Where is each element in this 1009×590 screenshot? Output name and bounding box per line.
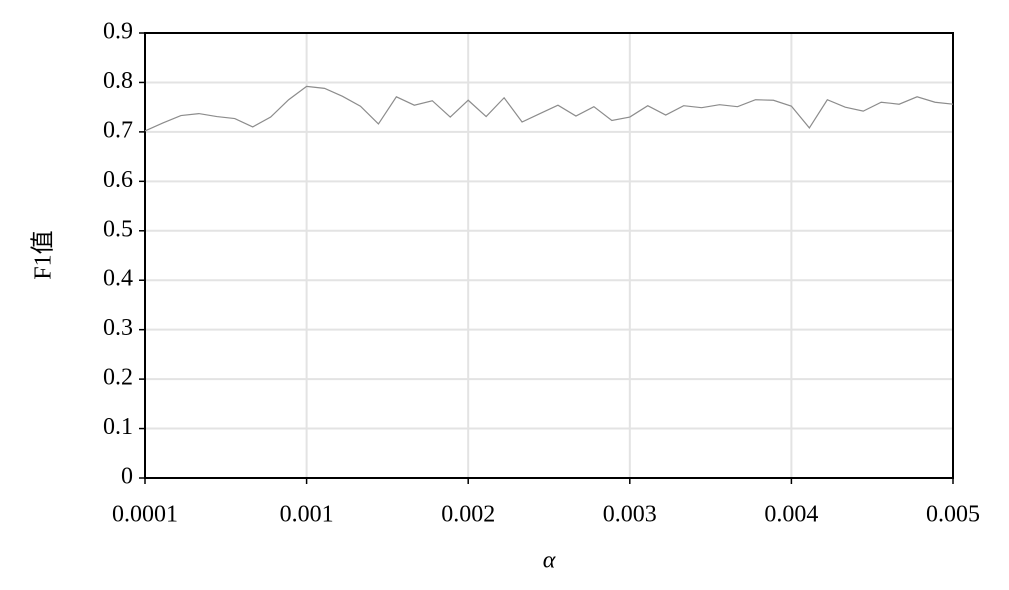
y-axis-label: F1值 [30,230,57,279]
x-tick-label: 0.0001 [112,502,178,528]
x-tick-label: 0.002 [441,502,495,528]
plot-frame [144,32,954,479]
y-tick-label: 0.2 [103,365,133,391]
x-axis-label: α [543,548,556,574]
y-tick-label: 0.8 [103,68,133,94]
x-tick-label: 0.001 [280,502,334,528]
x-tick-label: 0.005 [926,502,980,528]
y-tick-label: 0.1 [103,414,133,440]
y-tick-label: 0.3 [103,315,133,341]
x-tick-label: 0.003 [603,502,657,528]
y-tick-label: 0.7 [103,117,133,143]
y-tick-label: 0.5 [103,216,133,242]
y-tick-label: 0.4 [103,266,133,292]
y-tick-label: 0.9 [103,19,133,45]
line-series [144,85,954,132]
y-tick-label: 0.6 [103,167,133,193]
y-tick-label: 0 [121,464,133,490]
x-tick-label: 0.004 [764,502,818,528]
